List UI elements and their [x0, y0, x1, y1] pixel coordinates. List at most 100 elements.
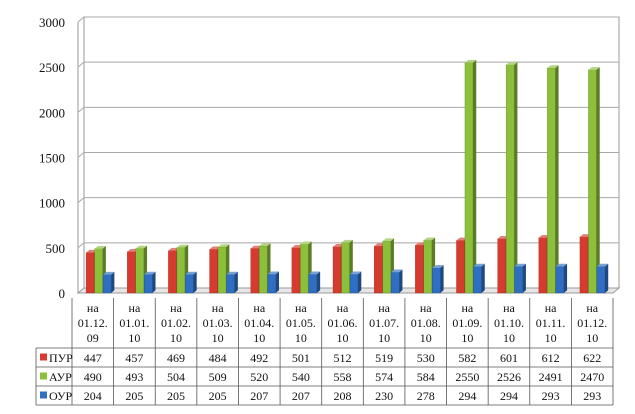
table-cell: 230	[375, 389, 393, 403]
category-label: 10	[378, 331, 390, 345]
table-cell: 540	[292, 370, 310, 384]
table-cell: 207	[292, 389, 310, 403]
category-label: 01.08.	[411, 316, 441, 330]
table-cell: 504	[167, 370, 185, 384]
y-tick-label: 0	[59, 286, 66, 301]
table-cell: 447	[84, 351, 102, 365]
bar-АУР-11	[547, 65, 559, 294]
bar-ОУР-12	[596, 263, 609, 294]
category-label: 10	[461, 331, 473, 345]
category-label: на	[420, 301, 432, 315]
bar-ОУР-2	[185, 271, 197, 294]
category-label: 01.09.	[452, 316, 482, 330]
y-tick-label: 3000	[39, 15, 65, 30]
gridline	[77, 106, 619, 113]
table-cell: 469	[167, 351, 185, 365]
data-table: на01.12.09на01.01.10на01.02.10на01.03.10…	[35, 298, 614, 406]
category-label: 01.04.	[244, 316, 274, 330]
bar-АУР-10	[505, 62, 518, 294]
table-cell: 205	[167, 389, 185, 403]
bar-АУР-9	[464, 59, 477, 294]
gridline	[77, 61, 619, 68]
category-label: на	[295, 301, 307, 315]
table-cell: 2491	[539, 370, 563, 384]
category-label: 10	[586, 331, 598, 345]
table-cell: 484	[209, 351, 227, 365]
table-cell: 574	[375, 370, 393, 384]
category-label: на	[461, 301, 473, 315]
table-cell: 493	[125, 370, 143, 384]
gridline	[77, 242, 619, 249]
table-cell: 207	[250, 389, 268, 403]
bar-ОУР-0	[102, 271, 115, 294]
bar-ОУР-11	[555, 263, 568, 294]
category-label: на	[337, 301, 349, 315]
y-tick-label: 2000	[39, 105, 65, 120]
category-label: 10	[295, 331, 307, 345]
y-tick-label: 1500	[39, 151, 65, 166]
table-cell: 519	[375, 351, 393, 365]
category-label: 10	[128, 331, 140, 345]
bar-ОУР-3	[226, 271, 238, 294]
bar-ОУР-6	[349, 271, 362, 294]
legend-swatch-ПУР	[40, 353, 47, 361]
category-label: 01.11.	[536, 316, 566, 330]
table-cell: 501	[292, 351, 310, 365]
category-label: 10	[212, 331, 224, 345]
bar-ОУР-1	[144, 271, 156, 294]
category-label: 01.03.	[203, 316, 233, 330]
table-cell: 457	[125, 351, 143, 365]
y-axis-tick-labels: 0 500 1000 1500 2000 2500 3000	[39, 15, 65, 301]
table-cell: 208	[334, 389, 352, 403]
category-label: на	[87, 301, 99, 315]
table-cell: 2470	[580, 370, 604, 384]
table-cell: 2550	[455, 370, 479, 384]
table-cell: 204	[84, 389, 102, 403]
table-cell: 558	[334, 370, 352, 384]
table-cell: 293	[542, 389, 560, 403]
category-label: на	[586, 301, 598, 315]
table-cell: 294	[458, 389, 476, 403]
category-label: 01.06.	[328, 316, 358, 330]
table-cell: 293	[583, 389, 601, 403]
category-label: на	[129, 301, 141, 315]
table-cell: 2526	[497, 370, 521, 384]
category-label: на	[170, 301, 182, 315]
gridlines	[77, 16, 619, 249]
table-cell: 205	[209, 389, 227, 403]
category-label: 01.02.	[161, 316, 191, 330]
y-tick-label: 1000	[39, 196, 65, 211]
table-cell: 492	[250, 351, 268, 365]
bars	[85, 59, 609, 294]
category-label: 01.05.	[286, 316, 316, 330]
table-cell: 582	[458, 351, 476, 365]
gridline	[77, 197, 619, 204]
category-label: 10	[545, 331, 557, 345]
table-cell: 520	[250, 370, 268, 384]
category-label: на	[503, 301, 515, 315]
gridline	[77, 16, 619, 23]
table-cell: 294	[500, 389, 518, 403]
bar-ОУР-4	[267, 271, 279, 294]
legend-label-АУР: АУР	[49, 370, 72, 384]
category-label: 01.01.	[119, 316, 149, 330]
bar-АУР-12	[588, 67, 600, 294]
bar-ОУР-8	[432, 265, 444, 294]
table-cell: 601	[500, 351, 518, 365]
category-label: на	[545, 301, 557, 315]
category-label: 10	[253, 331, 265, 345]
table-cell: 622	[583, 351, 601, 365]
table-cell: 205	[125, 389, 143, 403]
legend-label-ОУР: ОУР	[49, 389, 72, 403]
table-cell: 584	[417, 370, 435, 384]
legend-label-ПУР: ПУР	[49, 351, 73, 365]
category-label: на	[378, 301, 390, 315]
bar-ОУР-7	[391, 269, 403, 294]
legend-swatch-АУР	[40, 372, 47, 380]
y-tick-label: 2500	[39, 60, 65, 75]
category-label: 10	[503, 331, 515, 345]
bar-ОУР-9	[473, 263, 485, 294]
category-label: 10	[337, 331, 349, 345]
table-cell: 509	[209, 370, 227, 384]
